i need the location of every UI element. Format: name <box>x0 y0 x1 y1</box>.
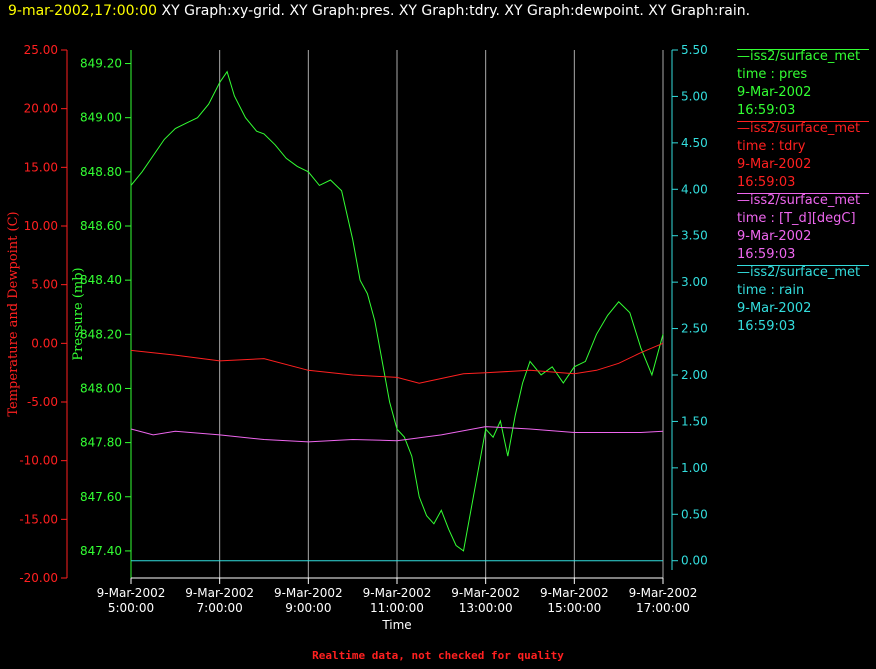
quality-note: Realtime data, not checked for quality <box>312 649 564 662</box>
legend-var: time : pres <box>737 67 808 82</box>
legend-var: time : rain <box>737 283 805 298</box>
series-dewpoint-line <box>130 426 664 443</box>
temp-tick-label: 0.00 <box>31 336 58 350</box>
rain-tick-label: 5.50 <box>681 43 708 57</box>
rain-tick-label: 2.00 <box>681 368 708 382</box>
legend-date: 9-Mar-2002 <box>737 157 812 172</box>
rain-tick-label: 3.00 <box>681 275 708 289</box>
pres-tick-label: 849.20 <box>80 57 122 71</box>
pres-axis-label: Pressure (mb) <box>71 267 86 360</box>
x-tick-date: 9-Mar-2002 <box>540 586 609 600</box>
rain-tick-label: 1.00 <box>681 461 708 475</box>
x-tick-time: 17:00:00 <box>636 601 690 615</box>
x-tick-time: 5:00:00 <box>108 601 154 615</box>
temp-tick-label: -20.00 <box>19 571 58 585</box>
x-tick-date: 9-Mar-2002 <box>363 586 432 600</box>
legend-rule <box>737 265 869 266</box>
pres-tick-label: 847.80 <box>80 436 122 450</box>
pres-tick-label: 848.20 <box>80 327 122 341</box>
legend-var: time : tdry <box>737 139 806 154</box>
temp-tick-label: -5.00 <box>27 395 58 409</box>
x-tick-date: 9-Mar-2002 <box>97 586 166 600</box>
x-tick-date: 9-Mar-2002 <box>451 586 520 600</box>
legend-source: —iss2/surface_met <box>737 193 861 208</box>
series-tdry-line <box>130 342 664 384</box>
pres-tick-label: 849.00 <box>80 111 122 125</box>
rain-tick-label: 0.00 <box>681 554 708 568</box>
pres-tick-label: 847.60 <box>80 490 122 504</box>
temp-tick-label: 15.00 <box>24 160 58 174</box>
temp-tick-label: 20.00 <box>24 102 58 116</box>
legend-rule <box>737 121 869 122</box>
x-tick-time: 7:00:00 <box>197 601 243 615</box>
legend-time: 16:59:03 <box>737 319 796 334</box>
x-tick-time: 11:00:00 <box>370 601 424 615</box>
temp-tick-label: 25.00 <box>24 43 58 57</box>
temp-tick-label: 5.00 <box>31 278 58 292</box>
pres-tick-label: 847.40 <box>80 544 122 558</box>
rain-tick-label: 3.50 <box>681 229 708 243</box>
x-tick-date: 9-Mar-2002 <box>185 586 254 600</box>
legend-time: 16:59:03 <box>737 247 796 262</box>
legend-source: —iss2/surface_met <box>737 121 861 136</box>
legend-rule <box>737 193 869 194</box>
graph-list: XY Graph:xy-grid. XY Graph:pres. XY Grap… <box>161 3 751 19</box>
graph-header: 9-mar-2002,17:00:00 XY Graph:xy-grid. XY… <box>8 3 750 19</box>
x-tick-time: 13:00:00 <box>459 601 513 615</box>
legend-source: —iss2/surface_met <box>737 49 861 64</box>
temp-tick-label: 10.00 <box>24 219 58 233</box>
temp-tick-label: -15.00 <box>19 512 58 526</box>
x-tick-time: 9:00:00 <box>285 601 331 615</box>
x-tick-date: 9-Mar-2002 <box>274 586 343 600</box>
rain-tick-label: 1.50 <box>681 414 708 428</box>
pres-tick-label: 848.60 <box>80 219 122 233</box>
rain-tick-label: 0.50 <box>681 507 708 521</box>
legend-rule <box>737 49 869 50</box>
rain-tick-label: 2.50 <box>681 322 708 336</box>
legend-date: 9-Mar-2002 <box>737 229 812 244</box>
series-pres-line <box>130 70 664 552</box>
rain-tick-label: 4.00 <box>681 182 708 196</box>
temp-tick-label: -10.00 <box>19 454 58 468</box>
pres-tick-label: 848.80 <box>80 165 122 179</box>
timestamp: 9-mar-2002,17:00:00 <box>8 3 158 19</box>
temp-axis-label: Temperature and Dewpoint (C) <box>6 211 21 416</box>
legend-source: —iss2/surface_met <box>737 265 861 280</box>
x-tick-date: 9-Mar-2002 <box>629 586 698 600</box>
pres-tick-label: 848.40 <box>80 273 122 287</box>
x-tick-time: 15:00:00 <box>547 601 601 615</box>
x-axis-label: Time <box>381 618 411 632</box>
legend-date: 9-Mar-2002 <box>737 301 812 316</box>
legend-time: 16:59:03 <box>737 103 796 118</box>
legend-date: 9-Mar-2002 <box>737 85 812 100</box>
pres-tick-label: 848.00 <box>80 381 122 395</box>
rain-tick-label: 4.50 <box>681 136 708 150</box>
legend-time: 16:59:03 <box>737 175 796 190</box>
rain-tick-label: 5.00 <box>681 89 708 103</box>
legend-var: time : [T_d][degC] <box>737 211 856 226</box>
